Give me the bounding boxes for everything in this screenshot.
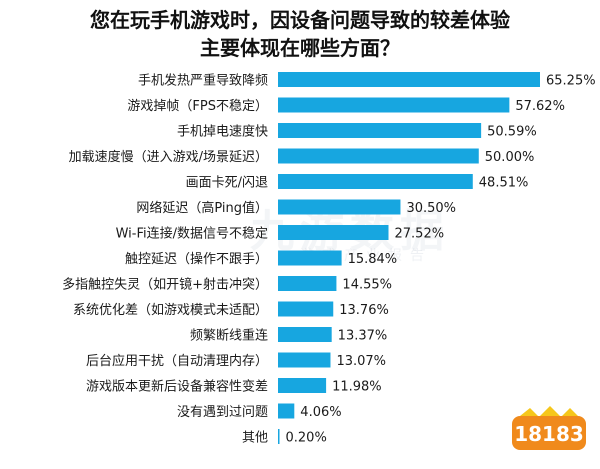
value-label: 11.98%: [332, 380, 382, 395]
logo-crown-icon: [540, 406, 560, 416]
bar: [278, 352, 331, 368]
value-label: 4.06%: [300, 405, 341, 420]
value-label: 13.76%: [339, 303, 389, 318]
value-label: 30.50%: [406, 201, 456, 216]
value-label: 50.00%: [485, 150, 535, 165]
bar: [278, 148, 479, 164]
bar: [278, 250, 342, 266]
logo-crown-icon: [520, 408, 538, 416]
value-label: 15.84%: [348, 252, 398, 267]
category-label: 多指触控失灵（如开镜+射击冲突）: [62, 277, 268, 293]
logo-crown-icon: [562, 408, 578, 416]
bar: [278, 174, 473, 189]
category-label: 手机掉电速度快: [177, 124, 268, 140]
value-label: 13.07%: [336, 354, 386, 369]
bar: [278, 97, 510, 113]
category-label: 频繁断线重连: [190, 328, 268, 344]
category-label: 网络延迟（高Ping值）: [136, 200, 268, 216]
bar: [278, 378, 327, 393]
bar: [278, 327, 332, 342]
bar: [278, 225, 389, 240]
category-label: 画面卡死/闪退: [186, 176, 268, 191]
bar: [278, 403, 295, 419]
value-label: 14.55%: [342, 278, 392, 293]
bar: [278, 123, 482, 138]
category-label: 触控延迟（操作不跟手）: [125, 251, 268, 267]
category-label: 没有遇到过问题: [177, 405, 268, 420]
category-label: 游戏版本更新后设备兼容性变差: [86, 379, 268, 395]
value-label: 13.37%: [338, 329, 388, 344]
bar: [278, 429, 280, 444]
logo-text: 18183: [514, 422, 584, 446]
value-label: 0.20%: [286, 431, 327, 446]
bar: [278, 276, 337, 291]
chart-title-line-2: 主要体现在哪些方面？: [200, 36, 400, 60]
value-label: 50.59%: [487, 125, 537, 140]
category-label: 后台应用干扰（自动清理内存）: [86, 353, 268, 369]
category-label: 加载速度慢（进入游戏/场景延迟）: [69, 149, 268, 165]
logo-badge: [512, 416, 586, 450]
bar: [278, 72, 540, 87]
category-label: 其他: [242, 431, 268, 446]
chart-title-line-1: 您在玩手机游戏时，因设备问题导致的较差体验: [90, 8, 510, 32]
value-label: 65.25%: [546, 74, 596, 89]
value-label: 57.62%: [515, 99, 565, 114]
bar: [278, 301, 334, 317]
value-label: 48.51%: [479, 176, 529, 191]
category-label: 系统优化差（如游戏模式未适配）: [73, 302, 268, 318]
value-label: 27.52%: [395, 227, 445, 242]
site-logo: 18183: [512, 406, 586, 450]
category-label: 手机发热严重导致降频: [138, 73, 268, 89]
bar: [278, 199, 401, 215]
category-label: Wi-Fi连接/数据信号不稳定: [116, 226, 268, 242]
category-label: 游戏掉帧（FPS不稳定）: [127, 98, 268, 114]
